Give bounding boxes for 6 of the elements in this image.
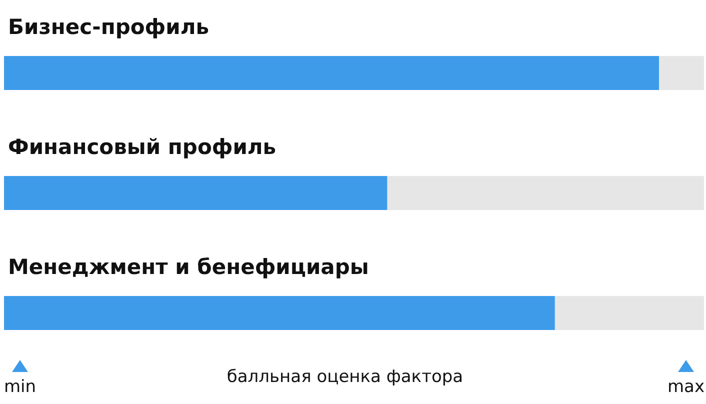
y-tick-label: Бизнес-профиль	[8, 15, 210, 39]
x-axis-title: балльная оценка фактора	[226, 367, 464, 387]
y-tick-label: Менеджмент и бенефициары	[8, 255, 369, 279]
text: max	[667, 377, 705, 397]
text: min	[4, 377, 36, 397]
y-tick-label: Финансовый профиль	[8, 135, 276, 159]
